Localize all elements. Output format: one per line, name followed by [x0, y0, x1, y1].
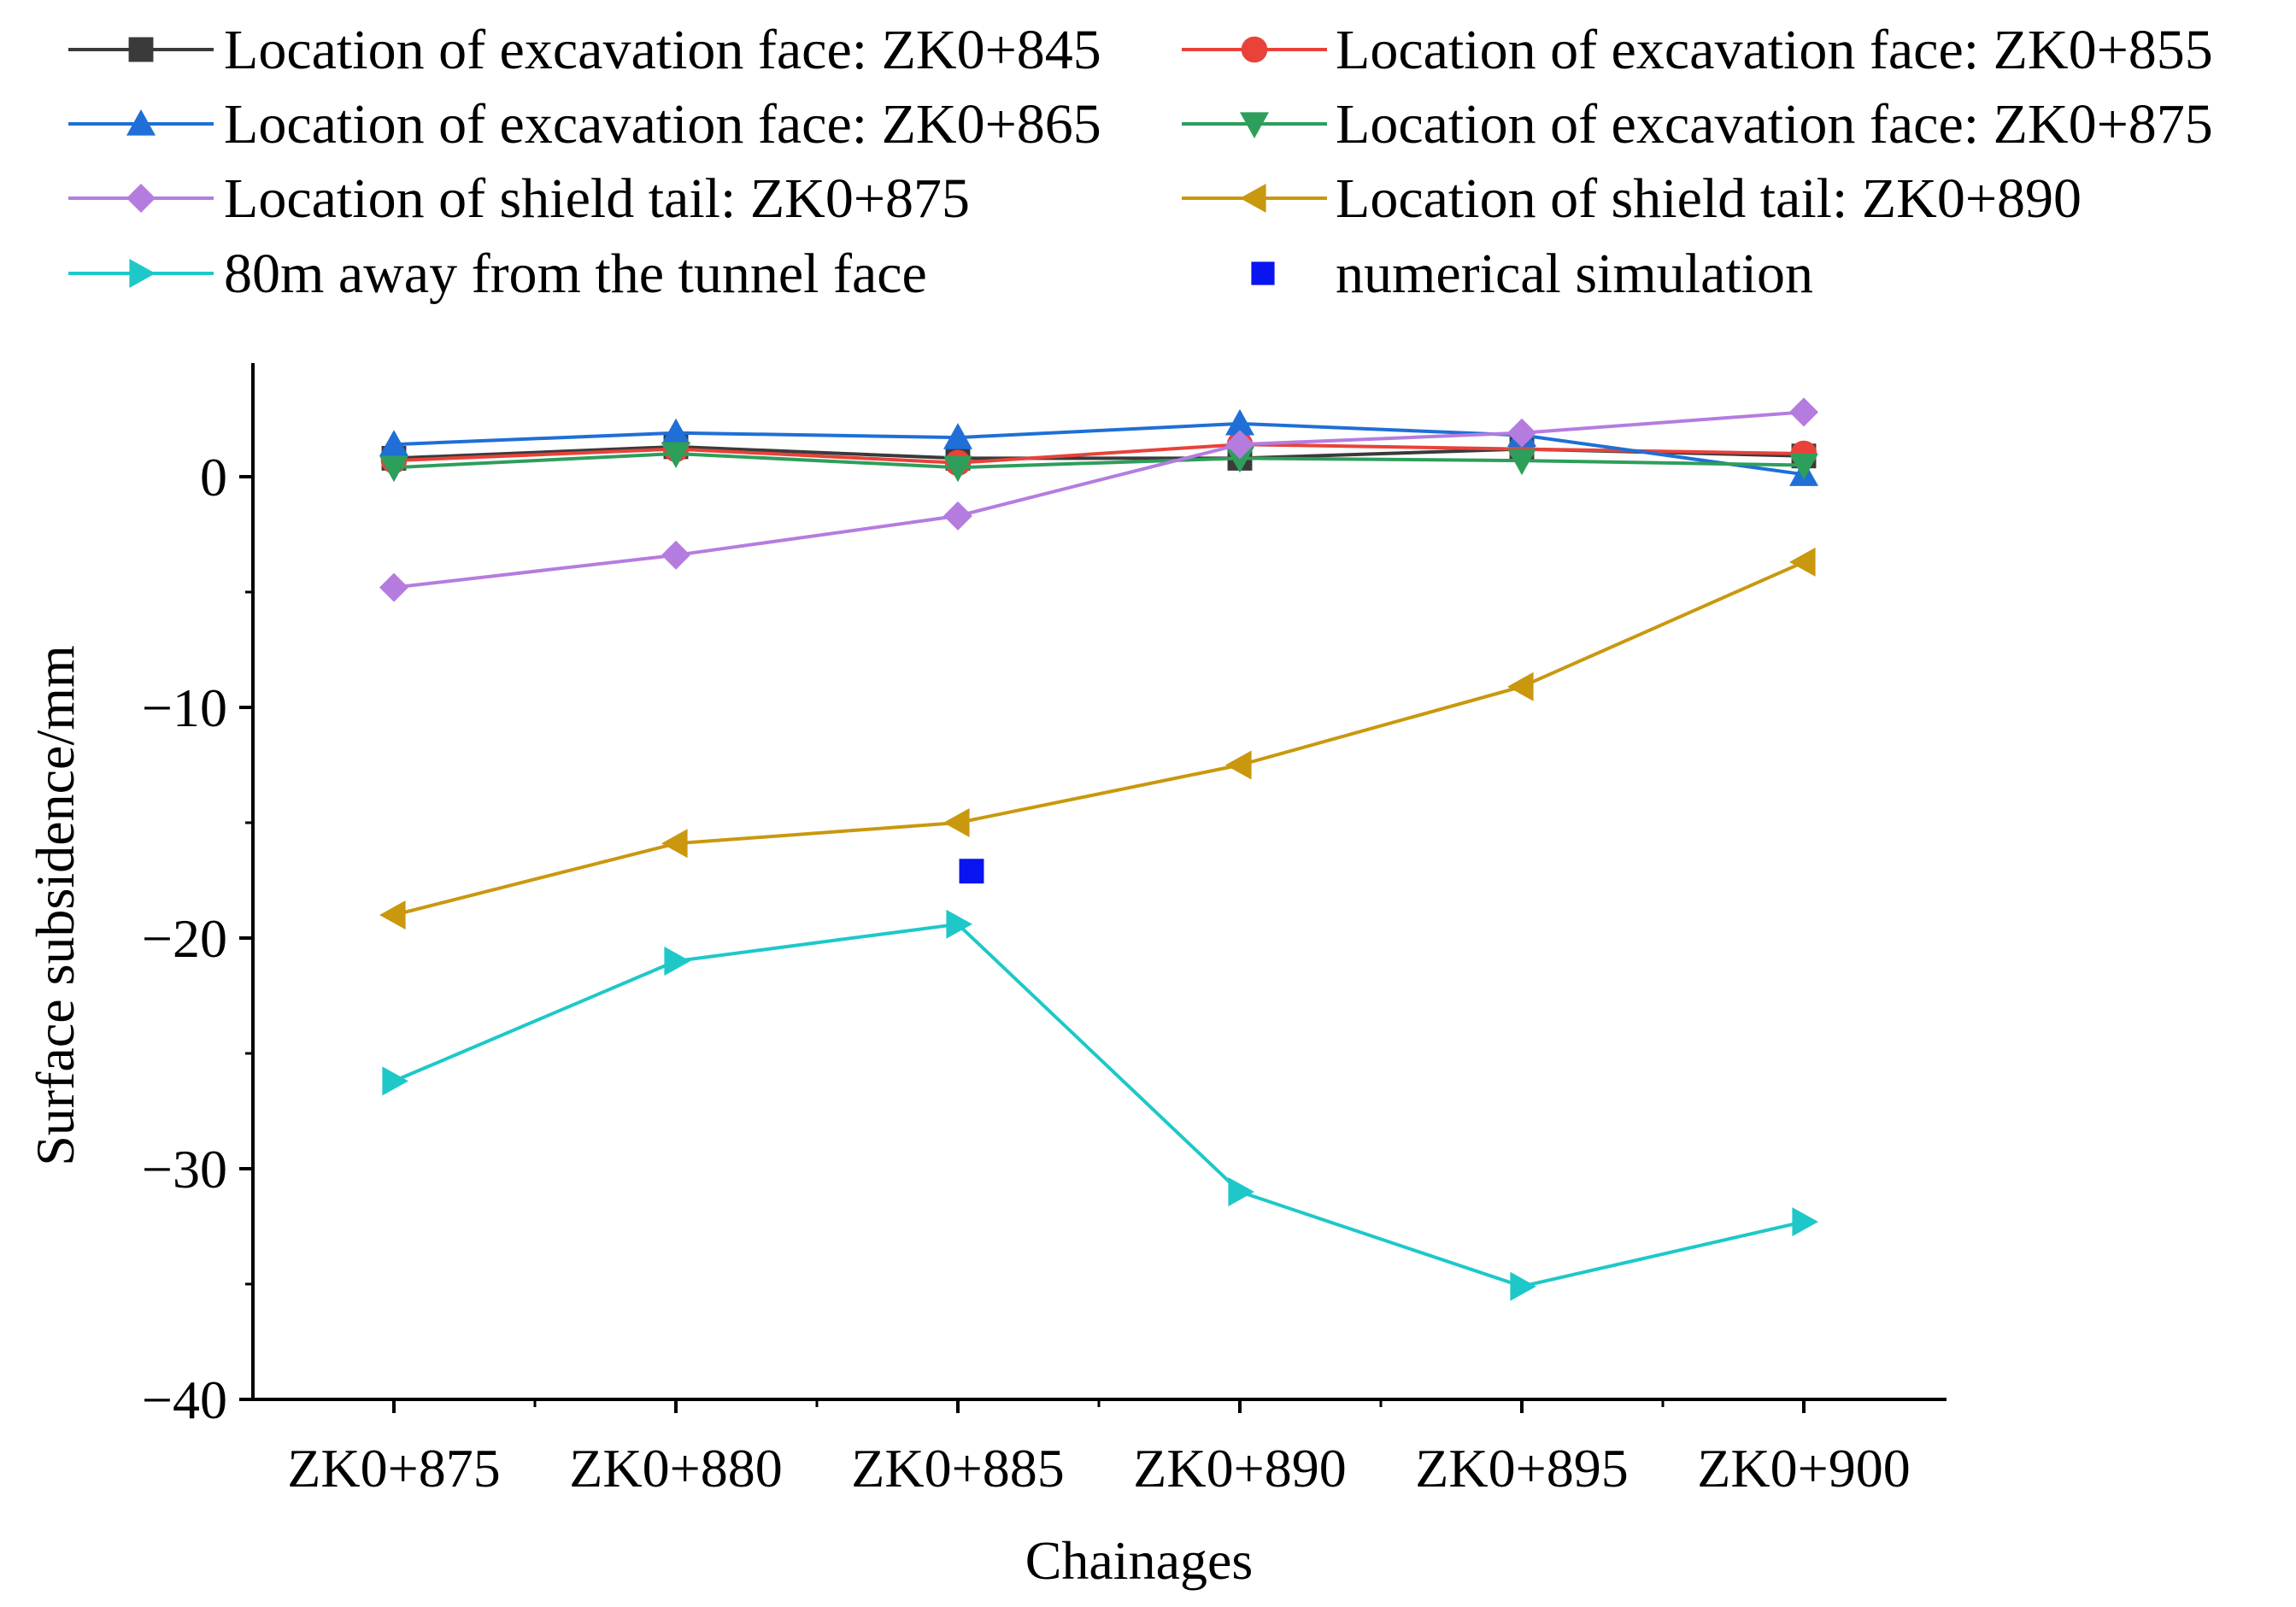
series-line [393, 421, 1805, 477]
data-point [1507, 418, 1536, 448]
legend-item: 80m away from the tunnel face [68, 243, 927, 305]
data-point [943, 808, 970, 837]
data-point [1510, 1271, 1536, 1301]
legend-item: Location of excavation face: ZK0+855 [1182, 19, 2213, 81]
legend-label: Location of excavation face: ZK0+855 [1336, 19, 2213, 81]
legend-label: 80m away from the tunnel face [224, 243, 927, 305]
x-tick-label: ZK0+890 [1133, 1438, 1346, 1498]
y-tick-label: −20 [142, 908, 227, 969]
legend-marker [1251, 261, 1275, 285]
series-line [393, 452, 1805, 470]
data-point [1225, 750, 1252, 780]
x-tick-label: ZK0+885 [851, 1438, 1064, 1498]
y-tick-label: 0 [200, 447, 227, 507]
data-point [1789, 397, 1818, 427]
legend-marker [1240, 184, 1266, 213]
legend-label: Location of shield tail: ZK0+890 [1336, 167, 2082, 230]
data-point [1228, 1177, 1254, 1206]
y-tick-label: −40 [142, 1369, 227, 1430]
legend-marker [128, 37, 154, 62]
numerical-simulation-point [959, 859, 984, 884]
legend-item: Location of excavation face: ZK0+865 [68, 93, 1101, 155]
data-point [379, 572, 408, 602]
legend-label: Location of excavation face: ZK0+875 [1336, 93, 2213, 155]
y-tick-label: −10 [142, 677, 227, 738]
data-point [1789, 453, 1818, 480]
legend: Location of excavation face: ZK0+845 Loca… [68, 19, 2213, 305]
legend-item: Location of excavation face: ZK0+845 [68, 19, 1101, 81]
data-point [379, 900, 406, 930]
data-point [664, 947, 690, 976]
series-6 [379, 547, 1816, 930]
data-point [1792, 1207, 1818, 1237]
legend-label: Location of shield tail: ZK0+875 [224, 167, 970, 230]
legend-item: Location of excavation face: ZK0+875 [1182, 93, 2213, 155]
series-4 [379, 442, 1818, 483]
data-point [661, 418, 690, 445]
series-2 [380, 431, 1817, 477]
series-line [393, 922, 1805, 1288]
legend-marker [1241, 36, 1268, 63]
y-axis-title: Surface subsidence/mm [25, 645, 85, 1166]
data-point [382, 1066, 408, 1096]
series-line [393, 560, 1805, 917]
series-5 [379, 397, 1818, 602]
data-point [1507, 672, 1534, 701]
axes: 0 −10 −20 −30 −40 ZK0+875 ZK0+880 ZK0+885 ZK0+89… [142, 363, 1947, 1498]
x-tick-label: ZK0+880 [569, 1438, 782, 1498]
data-point [1789, 547, 1816, 577]
data-point [661, 442, 690, 468]
series-line [393, 443, 1805, 465]
legend-item: Location of shield tail: ZK0+875 [68, 167, 970, 230]
legend-marker [126, 109, 156, 136]
legend-item: numerical simulation [1251, 243, 1813, 305]
y-tick-label: −30 [142, 1139, 227, 1199]
data-point [1507, 449, 1536, 476]
plot-area [379, 397, 1818, 1301]
data-point [1225, 430, 1254, 460]
data-point [1225, 408, 1254, 436]
series-3 [379, 408, 1818, 486]
x-axis-title: Chainages [1025, 1530, 1254, 1591]
data-point [943, 501, 972, 531]
x-tick-label: ZK0+875 [287, 1438, 500, 1498]
data-point [1225, 446, 1254, 473]
legend-marker [126, 184, 156, 213]
series-7 [382, 909, 1818, 1301]
data-point [379, 455, 408, 483]
legend-label: numerical simulation [1336, 243, 1813, 305]
data-point [661, 540, 690, 570]
data-point [661, 829, 688, 859]
legend-marker [1240, 112, 1269, 138]
x-tick-label: ZK0+900 [1697, 1438, 1910, 1498]
legend-item: Location of shield tail: ZK0+890 [1182, 167, 2082, 230]
x-tick-label: ZK0+895 [1415, 1438, 1628, 1498]
legend-label: Location of excavation face: ZK0+865 [224, 93, 1101, 155]
legend-label: Location of excavation face: ZK0+845 [224, 19, 1101, 81]
series-line [393, 410, 1805, 589]
legend-marker [129, 259, 156, 288]
data-point [379, 430, 408, 456]
data-point [943, 455, 972, 483]
data-point [943, 423, 972, 449]
data-point [946, 909, 972, 939]
